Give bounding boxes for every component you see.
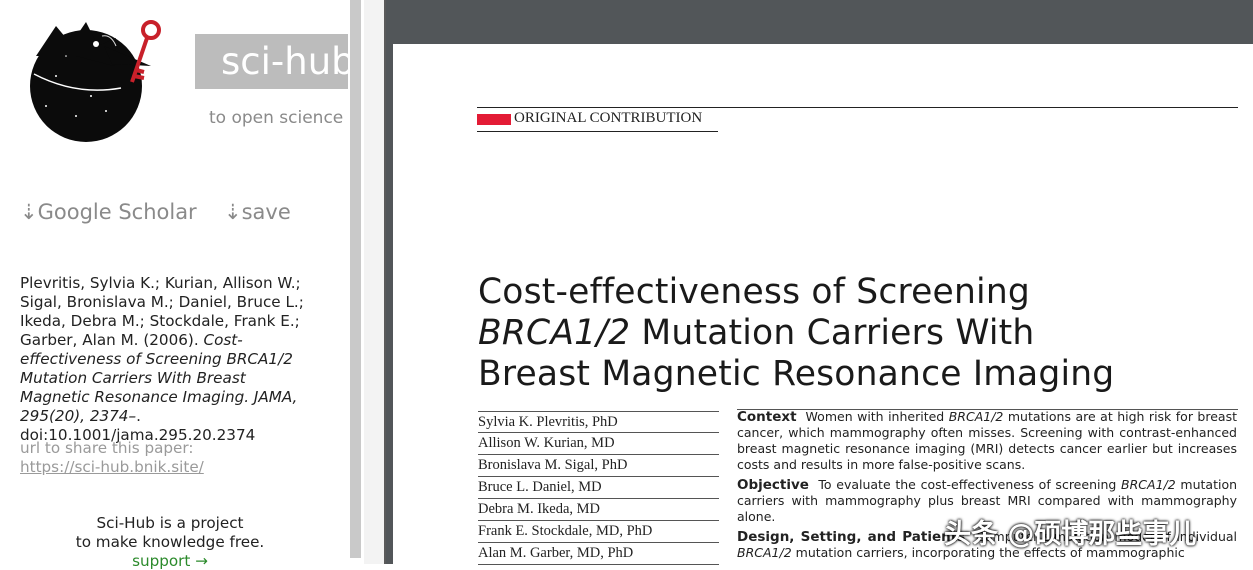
- author-entry: Sylvia K. Plevritis, PhD: [478, 411, 719, 433]
- project-line-2: to make knowledge free.: [75, 533, 265, 551]
- pdf-viewer[interactable]: ORIGINAL CONTRIBUTION Cost-effectiveness…: [386, 0, 1253, 565]
- author-entry: Bronislava M. Sigal, PhD: [478, 455, 719, 477]
- author-entry: Allison W. Kurian, MD: [478, 433, 719, 455]
- project-line-1: Sci-Hub is a project: [96, 514, 244, 532]
- title-line-2: BRCA1/2 Mutation Carriers With: [478, 313, 1114, 354]
- design-text-b: mutation carriers, incorporating the eff…: [791, 545, 1185, 560]
- author-list: Sylvia K. Plevritis, PhD Allison W. Kuri…: [478, 411, 719, 565]
- author-entry: Debra M. Ikeda, MD: [478, 499, 719, 521]
- author-entry: Frank E. Stockdale, MD, PhD: [478, 521, 719, 543]
- sidebar-scrollbar[interactable]: [348, 0, 364, 564]
- objective-text-a: To evaluate the cost-effectiveness of sc…: [818, 477, 1122, 492]
- project-description: Sci-Hub is a project to make knowledge f…: [50, 514, 290, 552]
- pdf-page: ORIGINAL CONTRIBUTION Cost-effectiveness…: [393, 44, 1253, 565]
- context-heading: Context: [737, 409, 797, 425]
- raven-key-logo-icon[interactable]: [16, 16, 166, 144]
- abstract-context: Context Women with inherited BRCA1/2 mut…: [737, 409, 1237, 473]
- objective-heading: Objective: [737, 477, 809, 493]
- author-entry: Alan M. Garber, MD, PhD: [478, 543, 719, 565]
- title-gene-name: BRCA1/2: [478, 313, 631, 353]
- abstract: Context Women with inherited BRCA1/2 mut…: [737, 409, 1237, 565]
- context-gene: BRCA1/2: [948, 409, 1004, 424]
- share-label: url to share this paper:: [20, 439, 194, 457]
- citation-authors: Plevritis, Sylvia K.; Kurian, Allison W.…: [20, 274, 304, 349]
- author-entry: Bruce L. Daniel, MD: [478, 477, 719, 499]
- scrollbar-thumb[interactable]: [350, 0, 361, 558]
- support-link[interactable]: support →: [132, 552, 208, 570]
- share-url-link[interactable]: https://sci-hub.bnik.site/: [20, 458, 204, 476]
- citation-doi: . doi:10.1001/jama.295.20.2374: [20, 407, 256, 444]
- site-tagline: to open science: [209, 108, 344, 128]
- watermark-text: 头条 @硕博那些事儿: [944, 519, 1197, 550]
- save-link[interactable]: ⇣save: [224, 200, 291, 224]
- context-text-a: Women with inherited: [805, 409, 949, 424]
- design-heading: Design, Setting, and Patients: [737, 529, 966, 545]
- title-line-1: Cost-effectiveness of Screening: [478, 272, 1031, 312]
- panel-divider: [364, 0, 384, 564]
- panel-divider-line: [384, 0, 386, 564]
- title-line-2-rest: Mutation Carriers With: [630, 313, 1035, 353]
- abstract-top-rule: [737, 409, 1238, 410]
- objective-gene: BRCA1/2: [1121, 477, 1176, 492]
- context-text-b: mutations are at high risk for breast ca…: [737, 409, 1237, 472]
- pdf-top-rule: [477, 107, 1238, 108]
- design-text-a: Computer simulation model of individual: [976, 529, 1237, 544]
- section-red-marker: [477, 114, 511, 125]
- objective-text-b: mutation carriers with mammography plus …: [737, 477, 1238, 524]
- section-label: ORIGINAL CONTRIBUTION: [514, 110, 703, 126]
- design-gene: BRCA1/2: [737, 545, 792, 560]
- site-title: sci-hub: [195, 34, 348, 89]
- google-scholar-link[interactable]: ⇣Google Scholar: [20, 200, 197, 224]
- sci-hub-sidebar: sci-hub to open science ⇣Google Scholar …: [0, 0, 348, 570]
- article-title: Cost-effectiveness of Screening BRCA1/2 …: [478, 272, 1114, 395]
- section-underline: [477, 131, 718, 132]
- citation-title: Cost-effectiveness of Screening BRCA1/2 …: [20, 331, 298, 425]
- abstract-design: Design, Setting, and Patients Computer s…: [737, 529, 1237, 561]
- title-line-3: Breast Magnetic Resonance Imaging: [478, 354, 1115, 394]
- citation-text: Plevritis, Sylvia K.; Kurian, Allison W.…: [20, 274, 320, 445]
- abstract-objective: Objective To evaluate the cost-effective…: [737, 477, 1237, 525]
